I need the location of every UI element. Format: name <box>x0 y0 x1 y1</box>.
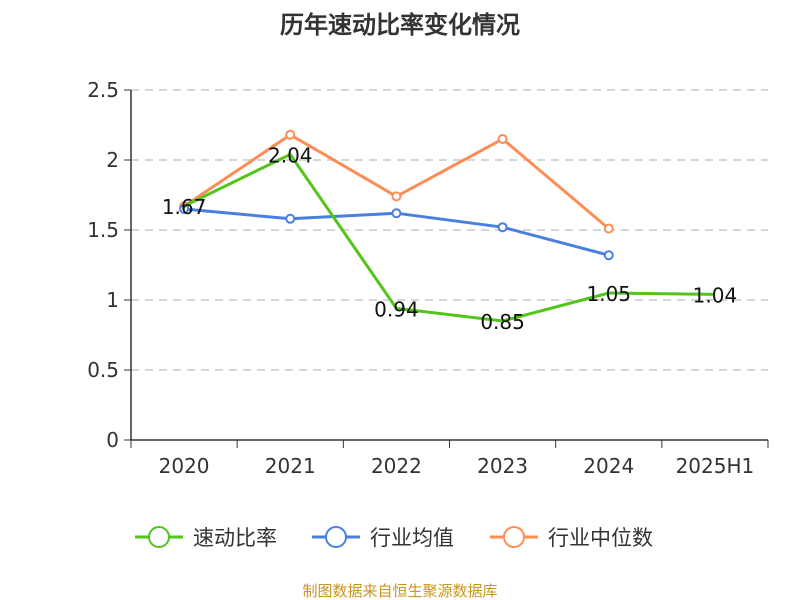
x-tick-label: 2023 <box>477 454 528 478</box>
legend-label: 速动比率 <box>193 526 277 550</box>
series-行业均值 <box>179 204 614 261</box>
legend-label: 行业中位数 <box>548 526 653 550</box>
data-label: 0.85 <box>480 310 525 334</box>
data-label: 0.94 <box>374 297 419 321</box>
legend-marker <box>325 526 347 548</box>
y-tick-label: 2.5 <box>87 78 119 102</box>
x-tick-label: 2022 <box>371 454 422 478</box>
x-tick-label: 2021 <box>265 454 316 478</box>
data-point[interactable] <box>603 250 614 261</box>
legend-item[interactable]: 行业均值 <box>312 526 454 550</box>
data-point[interactable] <box>391 191 402 202</box>
series-速动比率 <box>183 152 715 323</box>
y-tick-label: 0 <box>106 428 119 452</box>
data-label: 1.04 <box>693 283 738 307</box>
data-label: 2.04 <box>268 143 313 167</box>
legend-label: 行业均值 <box>370 526 454 550</box>
data-label: 1.05 <box>586 282 631 306</box>
legend-item[interactable]: 速动比率 <box>135 526 277 550</box>
x-tick-label: 2025H1 <box>676 454 755 478</box>
series-line <box>183 152 715 323</box>
y-tick-label: 1 <box>106 288 119 312</box>
data-point[interactable] <box>285 213 296 224</box>
y-tick-label: 1.5 <box>87 218 119 242</box>
data-point[interactable] <box>285 129 296 140</box>
data-point[interactable] <box>497 134 508 144</box>
legend-marker <box>148 526 170 548</box>
legend-item[interactable]: 行业中位数 <box>490 526 653 550</box>
y-tick-label: 0.5 <box>87 358 119 382</box>
source-note: 制图数据来自恒生聚源数据库 <box>302 582 497 600</box>
x-tick-label: 2024 <box>583 454 634 478</box>
data-point[interactable] <box>603 223 614 234</box>
data-point[interactable] <box>497 222 508 233</box>
data-label: 1.67 <box>162 195 207 219</box>
data-point[interactable] <box>391 208 402 219</box>
legend-marker <box>503 526 525 548</box>
y-tick-label: 2 <box>106 148 119 172</box>
chart-title: 历年速动比率变化情况 <box>280 11 520 39</box>
x-tick-label: 2020 <box>159 454 210 478</box>
